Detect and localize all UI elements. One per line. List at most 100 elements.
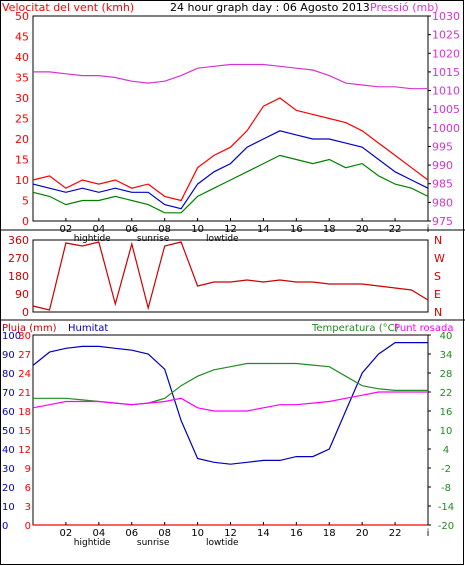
dewpoint-axis-title: Punt rosada — [394, 323, 453, 334]
direction-compass-label: E — [434, 288, 441, 301]
wind-y-tick-label: 40 — [15, 51, 29, 64]
humidity-y-tick-label: 0 — [2, 521, 8, 532]
rain-y-tick-label: 27 — [18, 350, 31, 361]
direction-series — [32, 241, 429, 311]
wind-axis-title: Velocitat del vent (kmh) — [2, 1, 134, 14]
rain-y-tick-label: 0 — [25, 521, 31, 532]
pressure-y-tick-label: 975 — [432, 215, 453, 228]
wind-x-tick-label: 10 — [191, 224, 204, 235]
wind-series-min-line — [32, 154, 429, 214]
pressure-y-tick-label: 1000 — [432, 122, 460, 135]
temperature-y-tick-label: 40 — [440, 331, 453, 342]
wind-y-tick-label: 0 — [22, 215, 29, 228]
wind-x-tick-label: 16 — [290, 224, 303, 235]
wind-y-tick-label: 35 — [15, 72, 29, 85]
wind-y-tick-label: 10 — [15, 174, 29, 187]
temperature-y-tick-label: 34 — [440, 350, 453, 361]
bottom-x-tick-label: i — [427, 528, 430, 539]
temperature-y-tick-label: 22 — [440, 388, 453, 399]
bottom-x-tick-label: 08 — [158, 528, 171, 539]
event-labels-top: hightide sunrise lowtide — [74, 234, 239, 244]
humidity-y-tick-label: 20 — [2, 483, 15, 494]
bottom-x-tick-label: 12 — [224, 528, 237, 539]
direction-y-tick-label: 0 — [22, 306, 29, 319]
wind-x-tick-label: 12 — [224, 224, 237, 235]
direction-y-tick-label: 360 — [8, 234, 29, 247]
top-event-label: hightide — [74, 234, 111, 244]
humidity-series-line — [32, 342, 428, 465]
pressure-y-tick-label: 1015 — [432, 66, 460, 79]
humidity-y-tick-label: 90 — [2, 350, 15, 361]
rain-axis-title: Pluja (mm) — [2, 323, 57, 334]
direction-y-ticks-left: 360 270 180 90 0 — [8, 234, 29, 319]
direction-compass-label: W — [434, 252, 445, 265]
humidity-y-tick-label: 40 — [2, 445, 15, 456]
wind-x-tick-label: 08 — [158, 224, 171, 235]
bottom-x-tick-label: 10 — [191, 528, 204, 539]
bottom-event-label: sunrise — [137, 538, 170, 548]
rain-y-tick-label: 6 — [25, 483, 31, 494]
direction-compass-label: N — [434, 306, 442, 319]
wind-y-tick-label: 30 — [15, 92, 29, 105]
wind-series — [32, 63, 429, 214]
bottom-y-ticks-right: 40 34 28 22 16 10 4 -2 -8 -14 -20 — [428, 331, 454, 532]
pressure-y-tick-label: 985 — [432, 178, 453, 191]
pressure-y-tick-label: 1025 — [432, 29, 460, 42]
wind-x-tick-label: 22 — [389, 224, 402, 235]
temperature-y-tick-label: 10 — [440, 426, 453, 437]
x-ticks-bottom: 02 04 06 08 10 12 14 16 18 20 22 i — [60, 522, 430, 539]
rain-y-tick-label: 15 — [18, 426, 31, 437]
rain-y-tick-label: 18 — [18, 407, 31, 418]
direction-compass-label: S — [434, 270, 441, 283]
wind-y-tick-label: 15 — [15, 154, 29, 167]
direction-panel-frame — [32, 239, 429, 313]
wind-series-gust-line — [32, 97, 429, 202]
x-ticks-top: 02 04 06 08 10 12 14 16 18 20 22 i — [60, 218, 430, 235]
temperature-y-tick-label: -14 — [438, 502, 454, 513]
bottom-x-tick-label: 16 — [290, 528, 303, 539]
bottom-series — [32, 342, 428, 526]
rain-y-tick-label: 30 — [18, 331, 31, 342]
pressure-axis-title: Pressió (mb) — [370, 1, 439, 14]
bottom-x-tick-label: 18 — [323, 528, 336, 539]
temperature-y-tick-label: -2 — [441, 464, 451, 475]
top-event-label: lowtide — [206, 234, 239, 244]
pressure-y-ticks-right: 1030 1025 1020 1015 1010 1005 1000 995 990 985 980… — [428, 10, 460, 228]
wind-y-tick-label: 50 — [15, 10, 29, 23]
direction-y-tick-label: 180 — [8, 270, 29, 283]
wind-y-tick-label: 45 — [15, 31, 29, 44]
wind-x-tick-label: 06 — [125, 224, 138, 235]
humidity-y-tick-label: 50 — [2, 426, 15, 437]
rain-y-tick-label: 12 — [18, 445, 31, 456]
direction-series-line — [32, 241, 429, 311]
wind-x-tick-label: i — [427, 224, 430, 235]
bottom-x-tick-label: 20 — [356, 528, 369, 539]
direction-y-tick-label: 270 — [8, 252, 29, 265]
rain-y-tick-label: 9 — [25, 464, 31, 475]
pressure-y-tick-label: 1005 — [432, 103, 460, 116]
temperature-y-tick-label: 28 — [440, 369, 453, 380]
wind-y-tick-label: 25 — [15, 113, 29, 126]
bottom-x-tick-label: 04 — [92, 528, 105, 539]
humidity-y-tick-label: 70 — [2, 388, 15, 399]
wind-x-tick-label: 18 — [323, 224, 336, 235]
wind-series-avg-line — [32, 130, 429, 210]
temperature-series-line — [33, 362, 428, 406]
wind-y-tick-label: 5 — [22, 195, 29, 208]
temperature-axis-title: Temperatura (°C) — [311, 323, 399, 334]
top-event-label: sunrise — [137, 234, 170, 244]
bottom-event-label: hightide — [74, 538, 111, 548]
wind-x-tick-label: 20 — [356, 224, 369, 235]
dewpoint-series-line — [32, 391, 428, 412]
wind-x-tick-label: 14 — [257, 224, 270, 235]
pressure-y-tick-label: 990 — [432, 159, 453, 172]
temperature-y-tick-label: 4 — [443, 445, 449, 456]
humidity-y-tick-label: 80 — [2, 369, 15, 380]
bottom-x-tick-label: 02 — [60, 528, 73, 539]
bottom-x-tick-label: 22 — [389, 528, 402, 539]
rain-y-tick-label: 3 — [25, 502, 31, 513]
